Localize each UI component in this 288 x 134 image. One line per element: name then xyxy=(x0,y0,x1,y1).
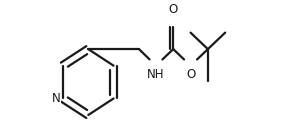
Text: O: O xyxy=(169,3,178,16)
Text: NH: NH xyxy=(147,68,165,81)
Text: O: O xyxy=(186,68,195,81)
Text: N: N xyxy=(52,92,60,105)
